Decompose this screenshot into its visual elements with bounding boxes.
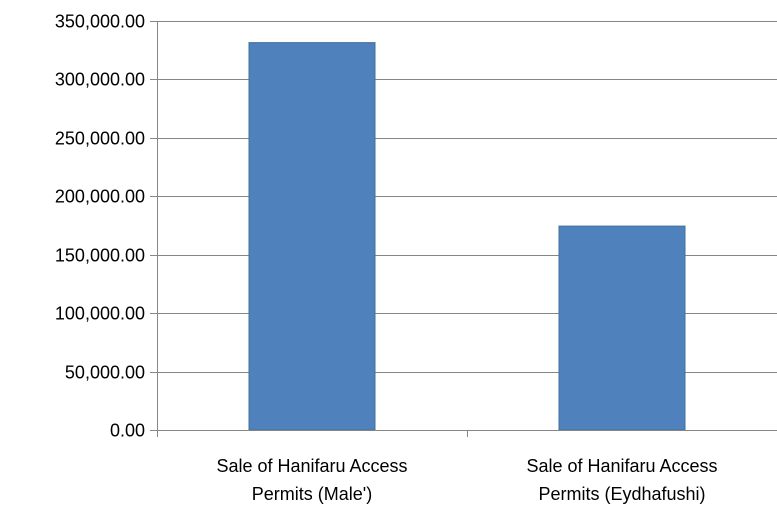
x-category-label-line: Sale of Hanifaru Access (216, 456, 407, 476)
y-tick-label: 100,000.00 (55, 304, 145, 324)
x-category-label-line: Permits (Eydhafushi) (538, 484, 705, 504)
y-tick-label: 200,000.00 (55, 187, 145, 207)
x-category-label-line: Sale of Hanifaru Access (526, 456, 717, 476)
bars (248, 42, 686, 431)
y-tick-labels: 0.00 50,000.00 100,000.00 150,000.00 200,000… (55, 12, 145, 441)
x-category-label: Sale of Hanifaru Access Permits (Male') (216, 456, 407, 504)
axes (150, 21, 777, 437)
y-tick-label: 0.00 (110, 421, 145, 441)
y-tick-label: 50,000.00 (65, 363, 145, 383)
x-category-label-line: Permits (Male') (252, 484, 372, 504)
y-tick-label: 150,000.00 (55, 246, 145, 266)
y-tick-label: 300,000.00 (55, 70, 145, 90)
x-category-label: Sale of Hanifaru Access Permits (Eydhafus… (526, 456, 717, 504)
y-tick-label: 350,000.00 (55, 12, 145, 32)
y-tick-label: 250,000.00 (55, 129, 145, 149)
bar (248, 42, 376, 431)
bar (558, 225, 686, 431)
x-category-labels: Sale of Hanifaru Access Permits (Male')Sa… (216, 456, 717, 504)
